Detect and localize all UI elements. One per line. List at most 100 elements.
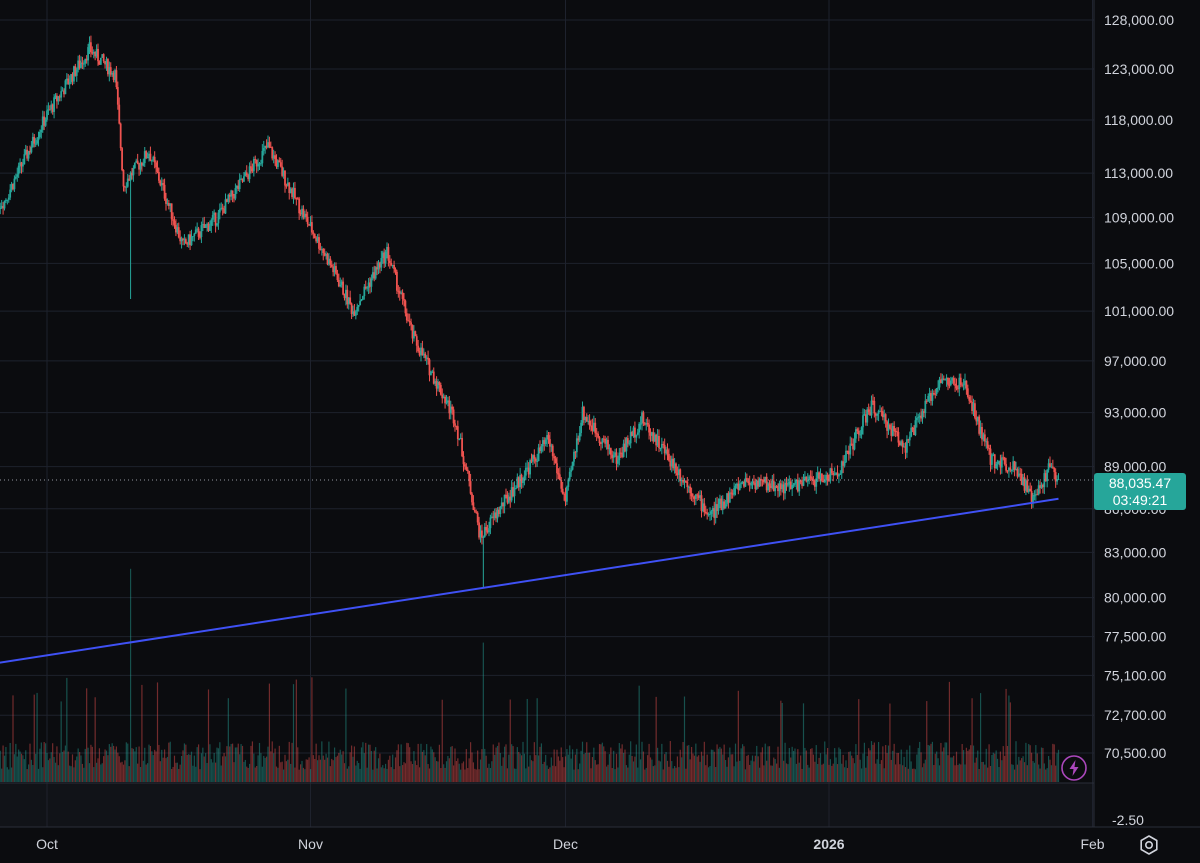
volume-bar [285, 761, 288, 782]
candle-body [856, 429, 859, 431]
candle-body [587, 420, 590, 422]
volume-bar [537, 755, 540, 782]
candle-body [193, 233, 196, 237]
candle-body [153, 156, 156, 163]
candle-body [692, 496, 694, 498]
volume-bar [593, 747, 595, 782]
volume-bar [1029, 745, 1031, 782]
volume-bar [835, 757, 837, 782]
volume-bar [406, 742, 408, 782]
candle-body [527, 467, 530, 475]
volume-bar [434, 757, 436, 782]
candle-body [932, 393, 935, 395]
volume-bar [815, 745, 817, 782]
candle-body [9, 189, 12, 198]
candle-body [427, 357, 429, 360]
volume-bar [673, 766, 676, 782]
candle-body [347, 297, 350, 305]
candle-body [669, 460, 672, 467]
volume-bar [923, 763, 925, 782]
volume-bar [8, 769, 10, 782]
volume-bar [872, 744, 874, 782]
lightning-bolt-icon[interactable] [1060, 754, 1088, 782]
candle-body [291, 188, 293, 198]
candle-body [496, 509, 499, 519]
candle-body [680, 479, 683, 482]
candle-body [558, 474, 561, 480]
volume-bar [656, 747, 659, 782]
volume-bar [271, 741, 273, 782]
volume-bar [455, 761, 458, 782]
volume-bar [13, 754, 16, 782]
volume-bar [448, 758, 450, 782]
volume-bar [591, 757, 594, 782]
price-tick-label: 83,000.00 [1104, 544, 1166, 560]
candle-body [728, 492, 731, 503]
candle-body [78, 60, 81, 68]
candle-body [913, 429, 915, 436]
trendline[interactable] [0, 497, 1059, 667]
volume-bar [703, 741, 705, 782]
volume-bar [335, 757, 337, 782]
volume-bar [295, 679, 297, 782]
candle-body [1009, 467, 1012, 471]
volume-bar [672, 768, 674, 782]
volume-bar [780, 700, 782, 782]
candle-body [499, 506, 502, 515]
candle-body [109, 67, 112, 75]
volume-bar [396, 750, 398, 782]
volume-bar [705, 765, 707, 782]
price-tick-label: 80,000.00 [1104, 590, 1166, 606]
volume-bar [870, 741, 873, 782]
volume-bar [848, 751, 850, 782]
volume-bar [1038, 764, 1040, 782]
volume-bar [348, 766, 350, 782]
volume-bar [598, 744, 601, 782]
volume-bar [824, 741, 826, 782]
time-axis[interactable]: Oct Nov Dec 2026 Feb [36, 836, 1105, 852]
candle-body [152, 156, 155, 161]
candle-body [124, 186, 126, 188]
volume-bar [363, 753, 365, 782]
volume-bar [1046, 768, 1048, 782]
volume-bar [543, 761, 545, 782]
volume-bar [496, 745, 499, 782]
candle-body [830, 468, 833, 473]
candle-body [697, 495, 700, 498]
volume-bar [1036, 753, 1038, 782]
volume-bar [472, 762, 475, 782]
candle-body [850, 443, 853, 445]
candle-body [230, 190, 233, 197]
volume-bar [682, 742, 684, 782]
candle-body [819, 473, 822, 479]
volume-bar [67, 751, 69, 782]
candle-body [614, 452, 616, 456]
volume-bar [577, 769, 579, 782]
candle-body [754, 482, 757, 490]
volume-bar [841, 763, 843, 782]
volume-bar [503, 746, 506, 782]
price-axis[interactable]: 128,000.00123,000.00118,000.00113,000.00… [1104, 12, 1174, 828]
candle-body [675, 463, 677, 474]
candle-body [839, 473, 842, 475]
volume-bar [131, 748, 133, 782]
volume-bar [546, 765, 548, 782]
candle-body [466, 469, 469, 472]
volume-bar [822, 763, 824, 782]
volume-bar [282, 769, 285, 782]
settings-gear-icon[interactable] [1136, 832, 1162, 858]
volume-bar [800, 755, 802, 782]
volume-bar [897, 752, 900, 782]
volume-bar [977, 750, 979, 782]
volume-bar [155, 751, 157, 782]
volume-bar [380, 767, 382, 782]
volume-bar [611, 768, 613, 782]
volume-bar [615, 753, 618, 782]
candle-body [534, 458, 537, 462]
candle-body [560, 479, 563, 489]
candle-body [976, 416, 979, 422]
candle-body [685, 481, 687, 483]
candle-series [0, 35, 1060, 589]
candle-body [37, 136, 40, 141]
